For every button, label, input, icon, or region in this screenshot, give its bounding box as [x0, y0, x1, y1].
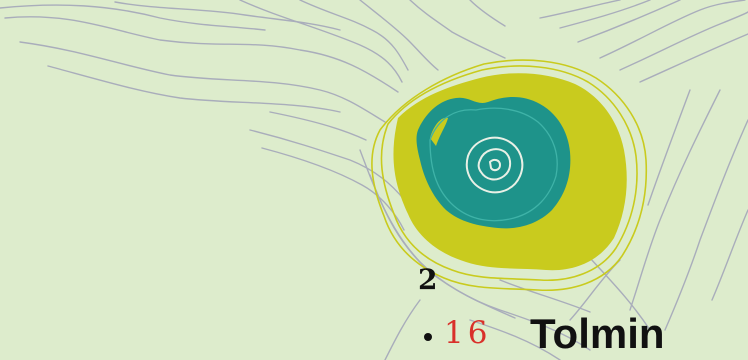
inner-zone-rings [429, 107, 558, 222]
contour-line [619, 11, 748, 71]
outer-zone-rings [371, 59, 648, 292]
contour-line [664, 119, 748, 331]
contour-line [599, 0, 746, 59]
contour-line [539, 0, 621, 19]
contour-line [47, 65, 341, 113]
contour-line [559, 0, 651, 29]
contour-line [369, 174, 516, 319]
inner-zone [416, 97, 571, 229]
contour-line [469, 0, 506, 27]
contour-line [499, 279, 591, 313]
contour-line [249, 129, 413, 211]
contour-line [299, 0, 409, 71]
contour-line [239, 0, 403, 83]
contour-line [469, 319, 561, 360]
contour-line [359, 0, 439, 71]
contour-line [639, 33, 748, 83]
place-marker-icon[interactable] [424, 333, 432, 341]
contour-line [711, 209, 748, 301]
zone-number-label: 2 [418, 263, 438, 296]
contour-line [647, 89, 691, 206]
place-name-label[interactable]: Tolmin [530, 310, 665, 357]
elevation-zone [371, 59, 648, 292]
contour-line [409, 0, 506, 59]
route-number-label: 16 [444, 315, 492, 351]
inner-zone-notch [430, 117, 448, 146]
contour-line [577, 0, 681, 43]
contour-line [4, 16, 399, 93]
contour-line [629, 89, 721, 311]
contour-line [384, 299, 421, 360]
contour-line [269, 111, 367, 141]
contour-line [19, 41, 386, 123]
core-zone [465, 136, 524, 194]
contour-line [114, 1, 341, 31]
contour-line [0, 4, 266, 31]
contour-line [589, 257, 651, 331]
